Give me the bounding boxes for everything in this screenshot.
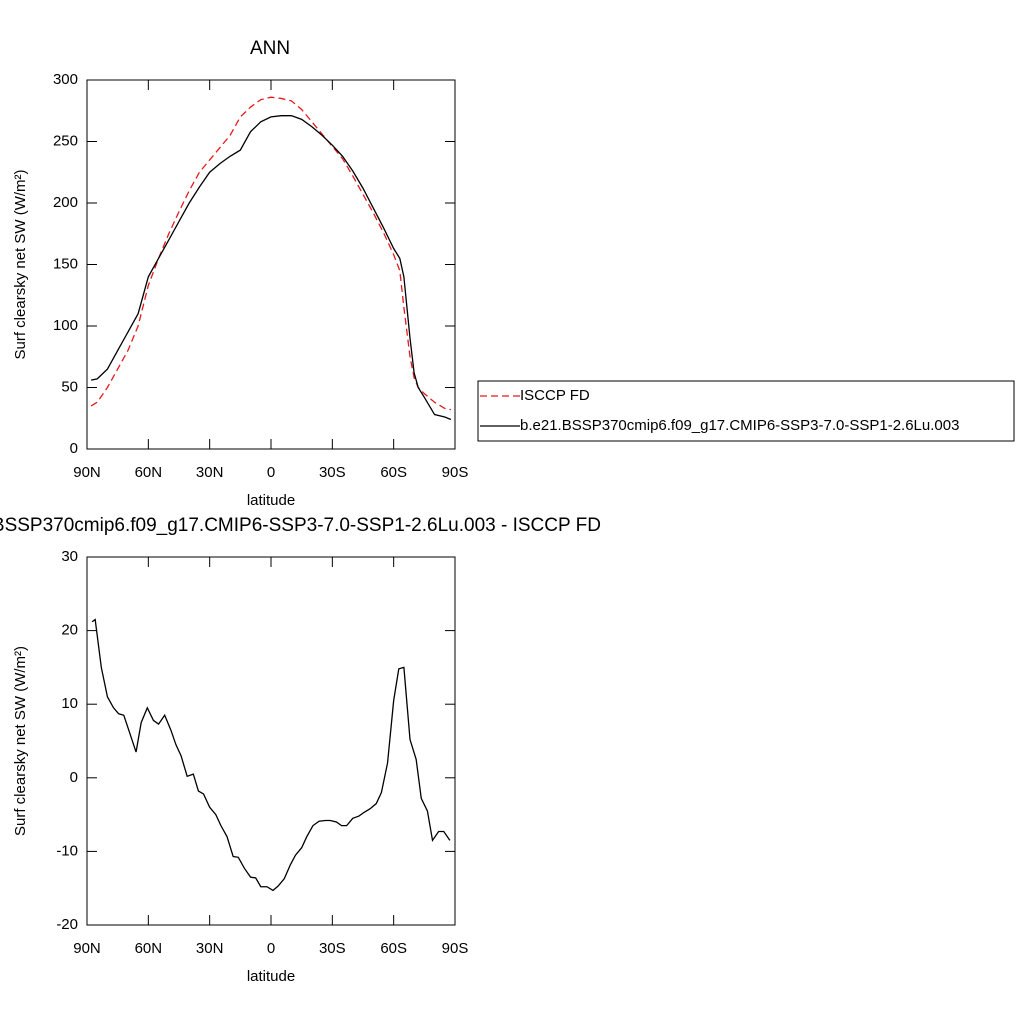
plot-frame bbox=[86, 79, 456, 450]
y-tick-label: 150 bbox=[53, 255, 78, 272]
y-axis-label: Surf clearsky net SW (W/m²) bbox=[12, 646, 29, 836]
x-tick-label: 60S bbox=[380, 940, 407, 957]
y-tick-label: 300 bbox=[53, 71, 78, 88]
y-tick-label: -10 bbox=[56, 842, 78, 859]
x-tick-label: 90S bbox=[442, 940, 469, 957]
y-axis-label: Surf clearsky net SW (W/m²) bbox=[12, 169, 29, 359]
x-tick-label: 60N bbox=[135, 940, 163, 957]
plot-frame bbox=[86, 556, 456, 926]
x-tick-label: 60N bbox=[135, 464, 163, 481]
x-tick-label: 30S bbox=[319, 940, 346, 957]
x-tick-label: 90S bbox=[442, 464, 469, 481]
chart-title: b.e21.BSSP370cmip6.f09_g17.CMIP6-SSP3-7.… bbox=[0, 515, 601, 536]
y-tick-label: 50 bbox=[61, 378, 78, 395]
y-tick-label: 20 bbox=[61, 622, 78, 639]
x-tick-label: 30N bbox=[196, 940, 224, 957]
y-tick-label: 10 bbox=[61, 695, 78, 712]
legend-label: b.e21.BSSP370cmip6.f09_g17.CMIP6-SSP3-7.… bbox=[520, 417, 959, 434]
y-tick-label: 250 bbox=[53, 132, 78, 149]
x-tick-label: 90N bbox=[73, 940, 101, 957]
x-tick-label: 0 bbox=[267, 940, 275, 957]
x-tick-label: 90N bbox=[73, 464, 101, 481]
x-axis-label: latitude bbox=[247, 492, 295, 509]
x-tick-label: 30S bbox=[319, 464, 346, 481]
x-axis-label: latitude bbox=[247, 968, 295, 985]
y-tick-label: 200 bbox=[53, 194, 78, 211]
data-line bbox=[91, 618, 451, 892]
chart-title: ANN bbox=[250, 38, 290, 59]
y-tick-label: 0 bbox=[70, 440, 78, 457]
y-tick-label: -20 bbox=[56, 916, 78, 933]
y-tick-label: 0 bbox=[70, 769, 78, 786]
x-tick-label: 60S bbox=[380, 464, 407, 481]
legend-box bbox=[477, 380, 1015, 442]
data-line bbox=[90, 115, 452, 421]
x-tick-label: 0 bbox=[267, 464, 275, 481]
legend-label: ISCCP FD bbox=[520, 387, 590, 404]
y-tick-label: 30 bbox=[61, 548, 78, 565]
y-tick-label: 100 bbox=[53, 317, 78, 334]
data-line bbox=[90, 96, 452, 411]
x-tick-label: 30N bbox=[196, 464, 224, 481]
